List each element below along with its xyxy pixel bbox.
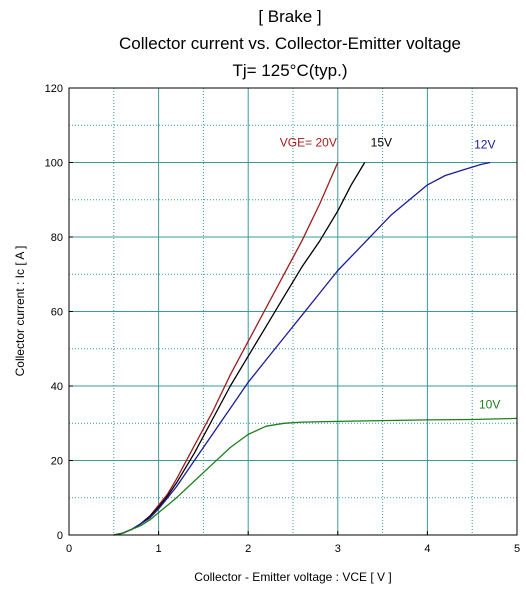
y-tick-label: 40 — [51, 381, 63, 393]
grid — [68, 87, 518, 536]
series-label: 12V — [474, 138, 495, 152]
series-label: 15V — [371, 136, 392, 150]
chart-title: [ Brake ] Collector current vs. Collecto… — [119, 7, 461, 80]
y-tick-label: 100 — [45, 158, 63, 170]
y-axis-label: Collector current : Ic [ A ] — [13, 246, 27, 377]
series-labels: VGE= 20V 15V 12V 10V — [280, 136, 501, 412]
title-line-1: [ Brake ] — [258, 7, 321, 26]
series-label: VGE= 20V — [280, 136, 337, 150]
y-tick-label: 60 — [51, 307, 63, 319]
series-layer — [113, 161, 518, 536]
ticks: 0 1 2 3 4 5 0 20 40 60 80 100 120 — [45, 83, 520, 555]
x-tick-label: 3 — [335, 543, 341, 555]
y-tick-label: 80 — [51, 232, 63, 244]
x-tick-label: 2 — [245, 543, 251, 555]
series-line — [113, 161, 491, 536]
y-tick-label: 20 — [51, 456, 63, 468]
x-tick-label: 1 — [156, 543, 162, 555]
title-line-3: Tj= 125°C(typ.) — [233, 61, 348, 80]
title-line-2: Collector current vs. Collector-Emitter … — [119, 34, 461, 53]
series-label: 10V — [479, 397, 500, 411]
series-line — [113, 417, 518, 536]
x-axis-label: Collector - Emitter voltage : VCE [ V ] — [194, 570, 391, 584]
x-tick-label: 4 — [424, 543, 430, 555]
x-tick-label: 0 — [66, 543, 72, 555]
y-tick-label: 120 — [45, 83, 63, 95]
x-tick-label: 5 — [514, 543, 520, 555]
y-tick-label: 0 — [57, 530, 63, 542]
